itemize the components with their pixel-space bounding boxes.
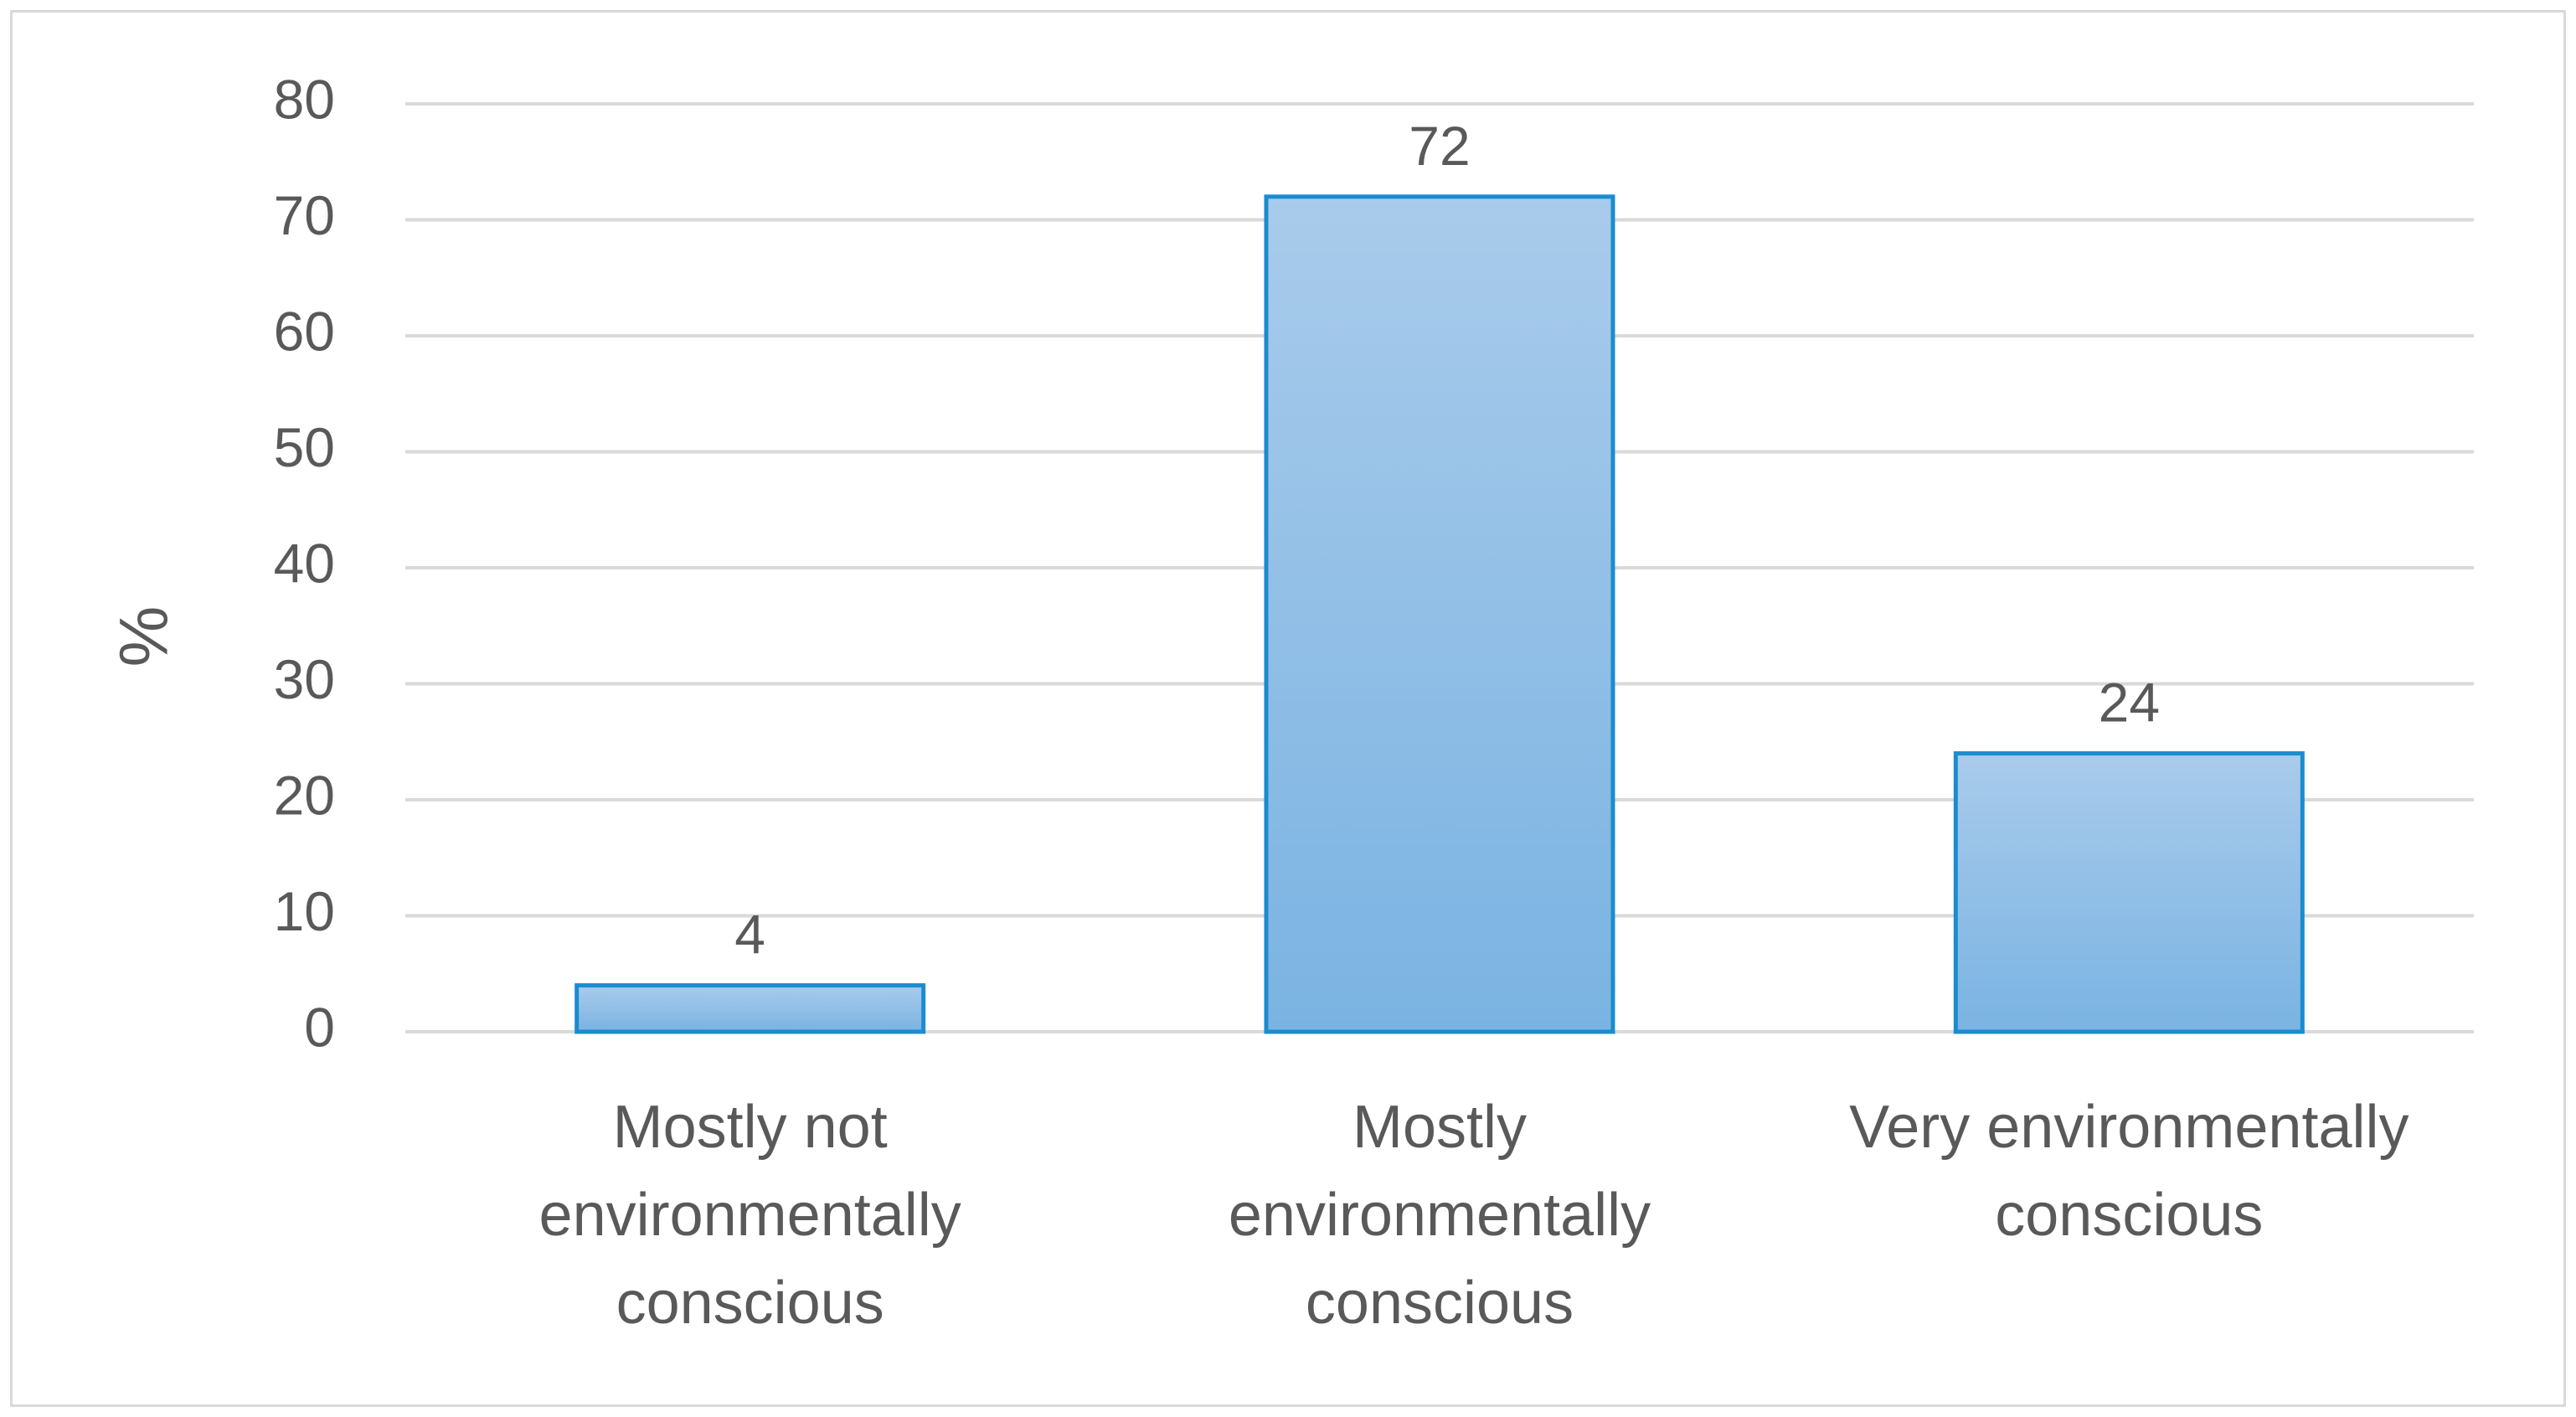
category-label-line: Mostly not	[613, 1094, 888, 1161]
y-axis-title: %	[106, 606, 183, 667]
category-label-line: Mostly	[1352, 1094, 1527, 1161]
bar-1	[574, 983, 926, 1034]
bar-3	[1953, 751, 2305, 1034]
y-axis-ticks: 0 10 20 30 40 50 60 70 80	[274, 68, 335, 1058]
y-tick-label: 0	[304, 996, 335, 1058]
y-tick-label: 50	[274, 416, 335, 478]
bar-2	[1264, 194, 1615, 1034]
category-labels: Mostly not environmentally consciousMostly…	[539, 1094, 2409, 1337]
category-label-3: Very environmentally conscious	[1849, 1094, 2409, 1249]
category-label-line: Very environmentally	[1849, 1094, 2409, 1161]
y-tick-label: 20	[274, 764, 335, 826]
y-tick-label: 30	[274, 648, 335, 710]
category-label-line: environmentally	[1229, 1182, 1651, 1249]
data-label-1: 4	[734, 904, 765, 966]
category-label-line: conscious	[1995, 1182, 2263, 1249]
data-label-2: 72	[1409, 115, 1470, 177]
data-labels: 4 72 24	[734, 115, 2160, 966]
category-label-line: conscious	[1306, 1270, 1574, 1337]
category-label-2: Mostly environmentally conscious	[1229, 1094, 1651, 1337]
y-tick-label: 80	[274, 68, 335, 130]
bars	[574, 194, 2305, 1034]
data-label-3: 24	[2099, 672, 2160, 734]
y-tick-label: 40	[274, 532, 335, 594]
y-tick-label: 60	[274, 300, 335, 362]
category-label-line: conscious	[616, 1270, 884, 1337]
y-tick-label: 70	[274, 184, 335, 246]
category-label-1: Mostly not environmentally conscious	[539, 1094, 961, 1337]
y-tick-label: 10	[274, 880, 335, 942]
category-label-line: environmentally	[539, 1182, 961, 1249]
